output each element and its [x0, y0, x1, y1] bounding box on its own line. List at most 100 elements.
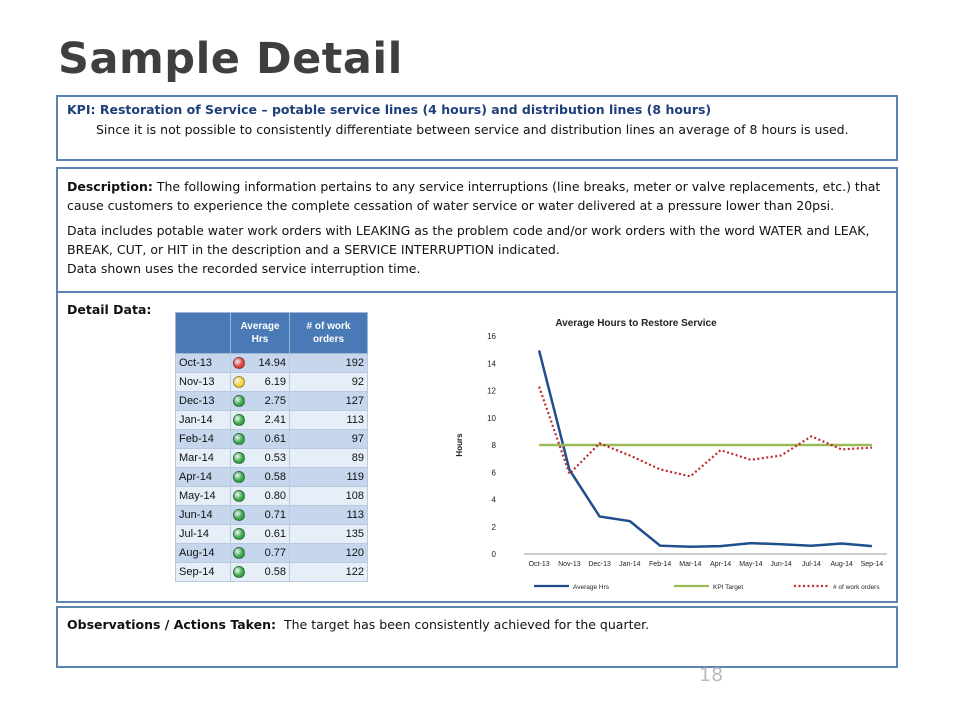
average-hrs-value: 6.19	[264, 376, 286, 388]
average-hrs-value: 0.61	[264, 528, 286, 540]
restore-service-chart: Average Hours to Restore Service 0 2 4 6 8 10 1…	[455, 318, 887, 591]
observations-line: Observations / Actions Taken: The target…	[67, 617, 649, 632]
table-row: Jan-14 2.41 113	[175, 410, 368, 430]
status-indicator-icon	[233, 528, 245, 540]
status-indicator-icon	[233, 471, 245, 483]
observations-label: Observations / Actions Taken:	[67, 617, 277, 632]
status-indicator-icon	[233, 357, 245, 369]
month-cell: Nov-13	[175, 372, 231, 392]
x-tick-label: Oct-13	[529, 561, 550, 568]
table-row: Nov-13 6.19 92	[175, 372, 368, 392]
average-hrs-cell: 6.19	[230, 372, 290, 392]
month-cell: Sep-14	[175, 562, 231, 582]
table-row: Sep-14 0.58 122	[175, 562, 368, 582]
month-cell: Feb-14	[175, 429, 231, 449]
average-hrs-value: 0.71	[264, 509, 286, 521]
x-tick-label: Sep-14	[861, 561, 884, 568]
table-row: Dec-13 2.75 127	[175, 391, 368, 411]
status-indicator-icon	[233, 433, 245, 445]
y-tick-label: 12	[487, 387, 496, 396]
table-row: Mar-14 0.53 89	[175, 448, 368, 468]
y-tick-label: 10	[487, 414, 496, 423]
description-text: The following information pertains to an…	[67, 179, 881, 213]
table-header-month	[175, 312, 231, 354]
work-orders-cell: 113	[289, 410, 368, 430]
average-hrs-cell: 14.94	[230, 353, 290, 373]
average-hrs-value: 0.80	[264, 490, 286, 502]
observations-panel: Observations / Actions Taken: The target…	[56, 606, 898, 668]
average-hrs-cell: 0.61	[230, 429, 290, 449]
work-orders-cell: 89	[289, 448, 368, 468]
y-tick-label: 8	[492, 441, 497, 450]
x-tick-label: Mar-14	[679, 561, 701, 568]
average-hrs-cell: 0.80	[230, 486, 290, 506]
data-source-text: Data shown uses the recorded service int…	[67, 261, 421, 276]
average-hrs-value: 2.41	[264, 414, 286, 426]
x-tick-label: Jul-14	[802, 561, 821, 568]
month-cell: Apr-14	[175, 467, 231, 487]
average-hrs-value: 0.61	[264, 433, 286, 445]
status-indicator-icon	[233, 547, 245, 559]
x-tick-label: Feb-14	[649, 561, 671, 568]
kpi-panel: KPI: Restoration of Service – potable se…	[56, 95, 898, 161]
description-paragraph: Description: The following information p…	[67, 177, 887, 215]
work-orders-cell: 120	[289, 543, 368, 563]
x-tick-label: May-14	[739, 561, 762, 568]
work-orders-cell: 192	[289, 353, 368, 373]
y-tick-label: 6	[492, 468, 497, 477]
kpi-note: Since it is not possible to consistently…	[96, 122, 849, 137]
chart-title: Average Hours to Restore Service	[555, 318, 717, 329]
month-cell: Aug-14	[175, 543, 231, 563]
page-title: Sample Detail	[58, 34, 403, 84]
work-orders-cell: 122	[289, 562, 368, 582]
average-hrs-value: 2.75	[264, 395, 286, 407]
average-hrs-cell: 0.77	[230, 543, 290, 563]
table-row: Aug-14 0.77 120	[175, 543, 368, 563]
x-tick-label: Aug-14	[830, 561, 853, 568]
status-indicator-icon	[233, 414, 245, 426]
x-tick-label: Nov-13	[558, 561, 581, 568]
average-hrs-cell: 0.71	[230, 505, 290, 525]
average-hrs-value: 0.58	[264, 566, 286, 578]
table-row: Apr-14 0.58 119	[175, 467, 368, 487]
x-tick-label: Dec-13	[588, 561, 611, 568]
description-panel: Description: The following information p…	[56, 167, 898, 293]
status-indicator-icon	[233, 490, 245, 502]
table-row: May-14 0.80 108	[175, 486, 368, 506]
legend-label: # of work orders	[833, 584, 880, 591]
average-hrs-value: 0.58	[264, 471, 286, 483]
month-cell: Jul-14	[175, 524, 231, 544]
y-tick-label: 0	[492, 550, 497, 559]
table-header-row: Average Hrs # of work orders	[175, 312, 368, 354]
average-hrs-value: 0.53	[264, 452, 286, 464]
month-cell: Jun-14	[175, 505, 231, 525]
average-hrs-cell: 0.61	[230, 524, 290, 544]
average-hrs-cell: 0.53	[230, 448, 290, 468]
y-tick-label: 14	[487, 359, 496, 368]
work-orders-cell: 135	[289, 524, 368, 544]
average-hrs-cell: 2.41	[230, 410, 290, 430]
average-hrs-value: 0.77	[264, 547, 286, 559]
average-hrs-value: 14.94	[258, 357, 286, 369]
table-row: Jun-14 0.71 113	[175, 505, 368, 525]
x-tick-label: Jan-14	[619, 561, 641, 568]
data-criteria-text: Data includes potable water work orders …	[67, 223, 870, 257]
work-orders-cell: 113	[289, 505, 368, 525]
series-line-2	[538, 386, 872, 478]
table-header-average-hrs: Average Hrs	[230, 312, 290, 354]
work-orders-cell: 108	[289, 486, 368, 506]
status-indicator-icon	[233, 395, 245, 407]
table-row: Jul-14 0.61 135	[175, 524, 368, 544]
status-indicator-icon	[233, 376, 245, 388]
work-orders-cell: 127	[289, 391, 368, 411]
table-row: Feb-14 0.61 97	[175, 429, 368, 449]
month-cell: Oct-13	[175, 353, 231, 373]
y-tick-label: 4	[492, 496, 497, 505]
work-orders-cell: 97	[289, 429, 368, 449]
status-indicator-icon	[233, 452, 245, 464]
status-indicator-icon	[233, 509, 245, 521]
y-axis-label: Hours	[455, 433, 464, 457]
status-indicator-icon	[233, 566, 245, 578]
average-hrs-cell: 0.58	[230, 467, 290, 487]
page-number: 18	[699, 664, 724, 686]
